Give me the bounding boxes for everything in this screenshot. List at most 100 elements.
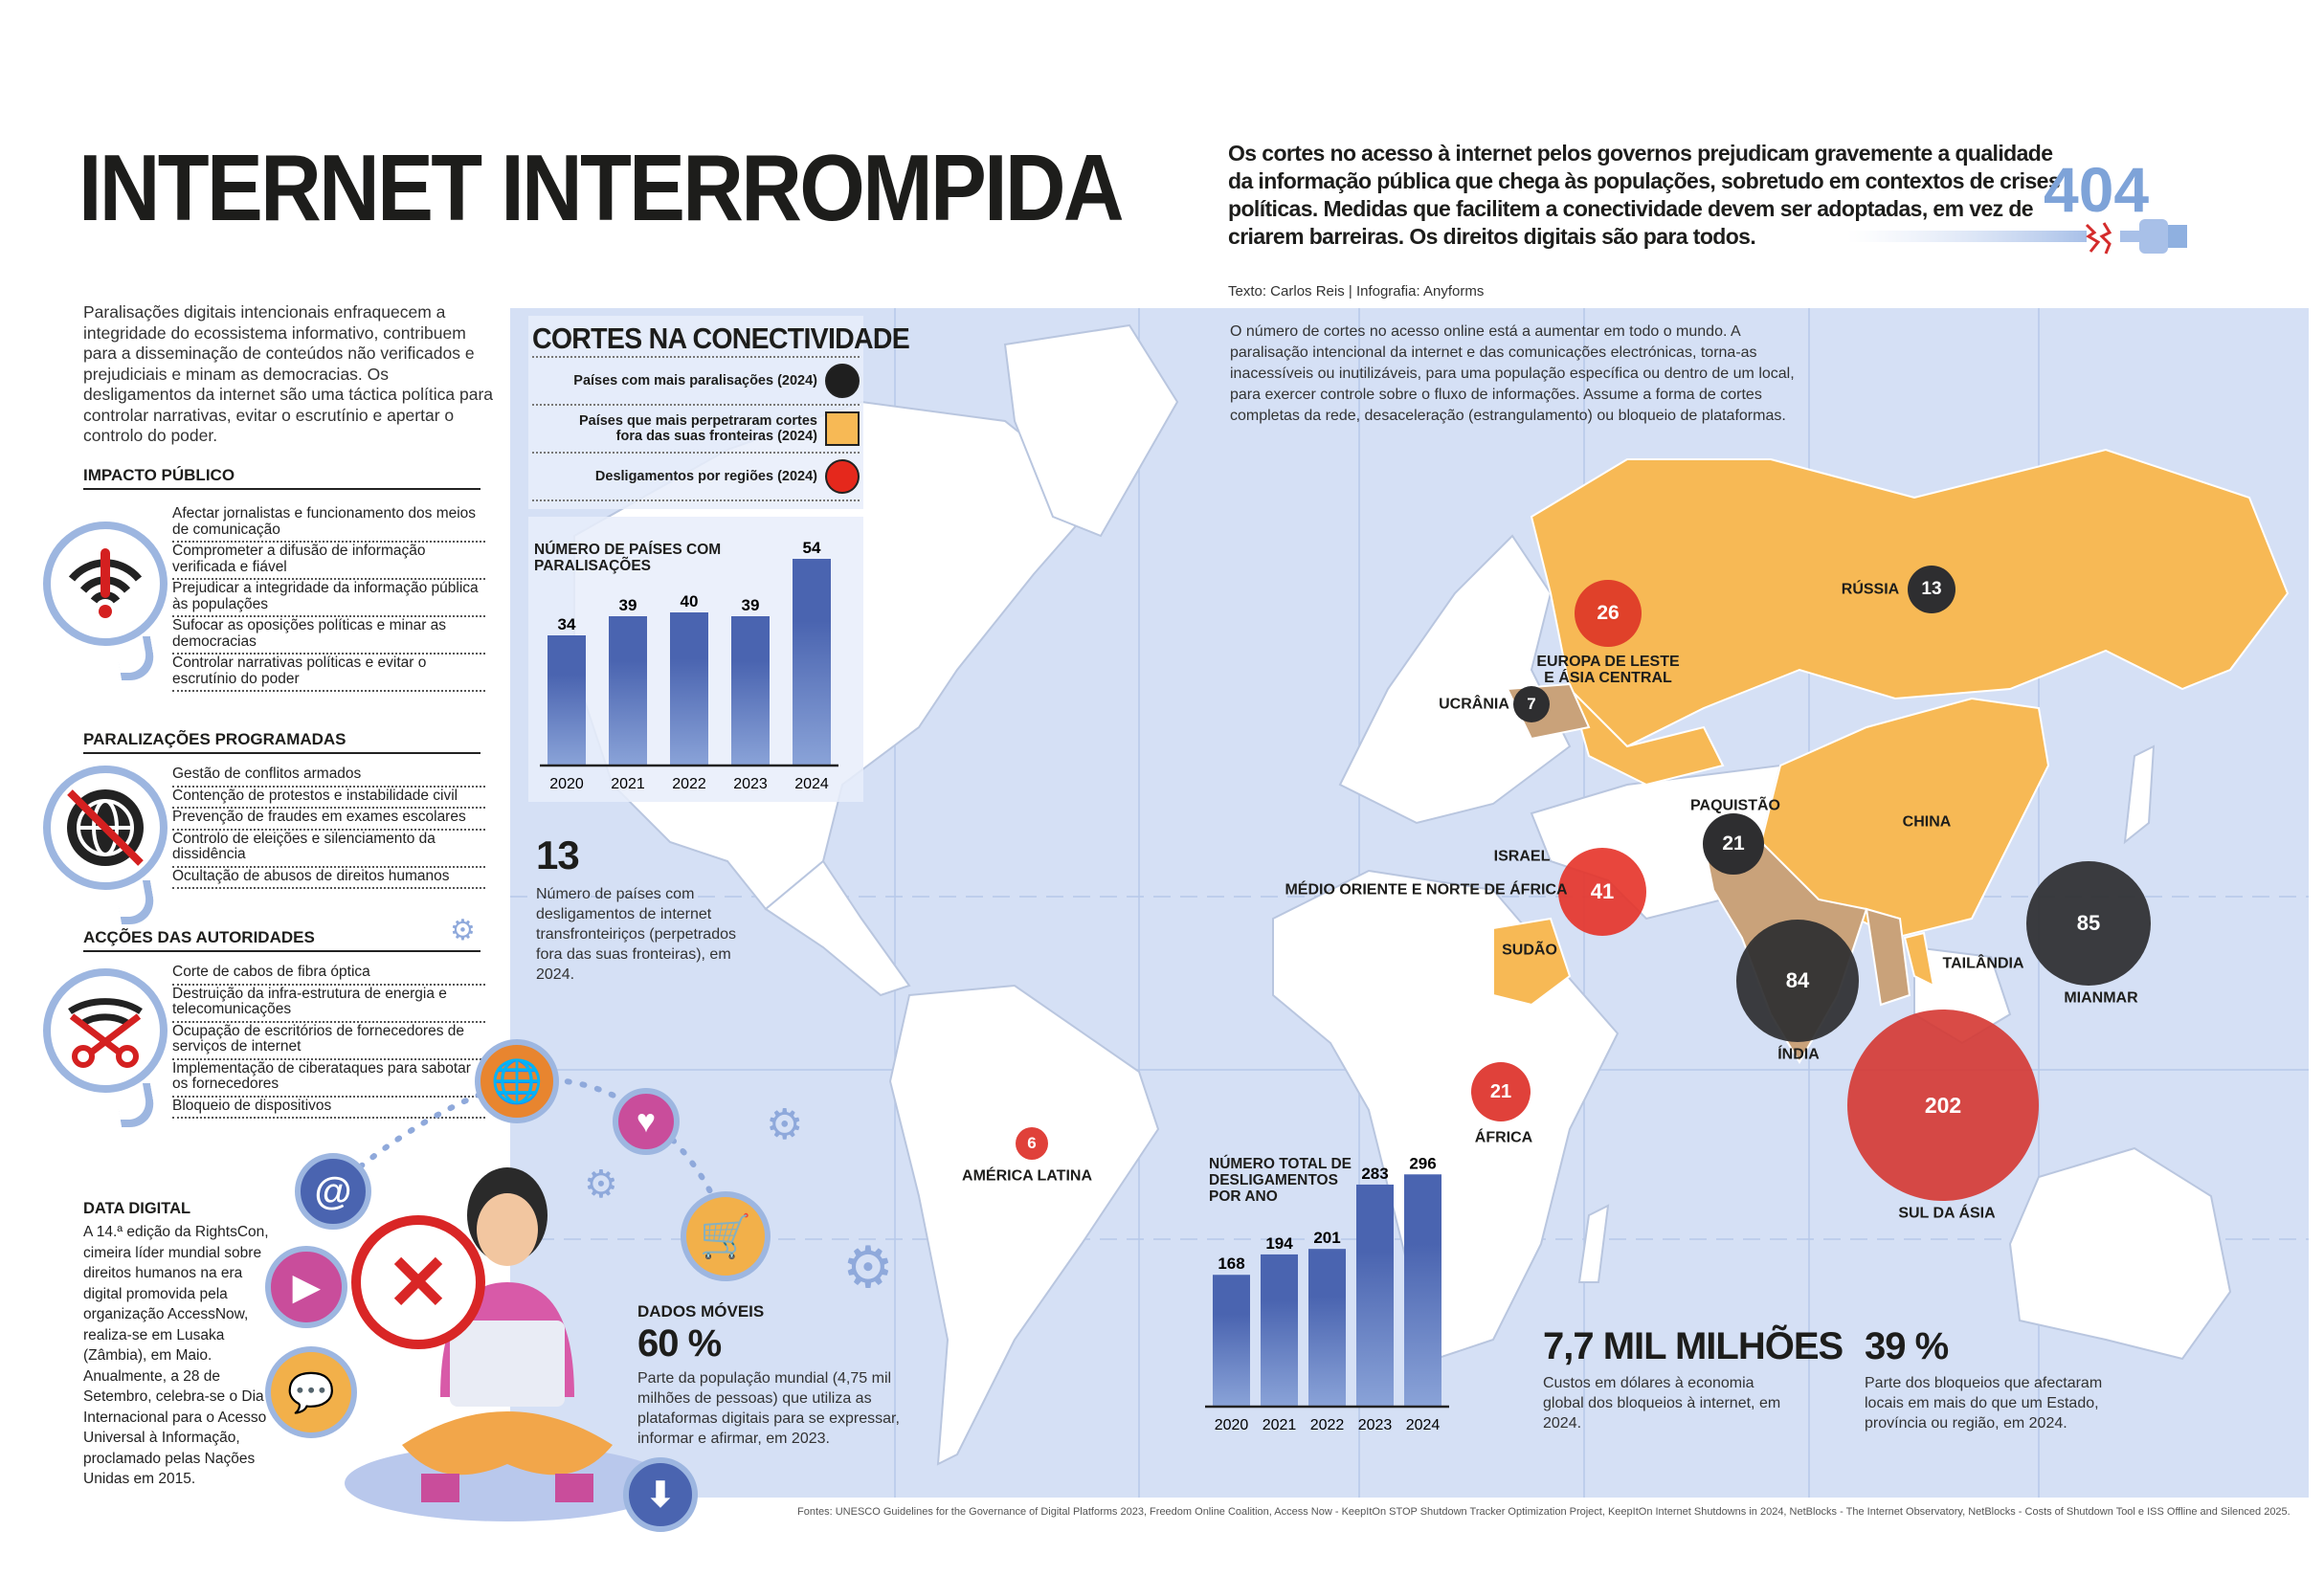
list-item: Corte de cabos de fibra óptica bbox=[172, 964, 485, 986]
bar-2022 bbox=[1308, 1249, 1346, 1407]
x-tick-label: 2021 bbox=[1263, 1417, 1297, 1433]
x-tick-label: 2023 bbox=[733, 776, 768, 792]
cost-value: 7,7 MIL MILHÕES bbox=[1543, 1325, 1844, 1367]
globe-icon: 🌐 bbox=[475, 1039, 559, 1123]
label-china: CHINA bbox=[1902, 813, 1952, 831]
legend-swatch-circle-red bbox=[825, 459, 860, 494]
x-tick-label: 2022 bbox=[672, 776, 706, 792]
bubble-myanmar: 85 bbox=[2026, 861, 2151, 986]
chart-1-svg: 34 2020 39 2021 40 2022 39 2023 54 2024 bbox=[540, 539, 838, 792]
data-label: 34 bbox=[558, 615, 576, 633]
label-sudan: SUDÃO bbox=[1502, 942, 1557, 959]
mobile-data-value: 60 % bbox=[637, 1322, 722, 1365]
impact-list: Afectar jornalistas e funcionamento dos … bbox=[172, 505, 485, 692]
x-tick-label: 2024 bbox=[794, 776, 829, 792]
legend-swatch-square-orange bbox=[825, 411, 860, 446]
bubble-russia: 13 bbox=[1908, 566, 1955, 613]
label-myanmar: MIANMAR bbox=[2064, 989, 2138, 1007]
data-label: 40 bbox=[681, 592, 699, 610]
bubble-latin-america: 6 bbox=[1016, 1127, 1048, 1160]
person-with-laptop-illustration bbox=[402, 1167, 613, 1502]
bubble-africa: 21 bbox=[1471, 1062, 1531, 1121]
label-ukraine: UCRÂNIA bbox=[1439, 696, 1509, 713]
x-tick-label: 2020 bbox=[549, 776, 584, 792]
list-item: Sufocar as oposições políticas e minar a… bbox=[172, 617, 485, 655]
list-item: Comprometer a difusão de informação veri… bbox=[172, 543, 485, 580]
gear-icon: ⚙ bbox=[842, 1235, 894, 1299]
wifi-alert-icon bbox=[43, 522, 168, 646]
section-heading-scheduled: PARALIZAÇÕES PROGRAMADAS bbox=[83, 730, 480, 754]
mobile-data-heading: DADOS MÓVEIS bbox=[637, 1302, 765, 1321]
x-tick-label: 2021 bbox=[611, 776, 645, 792]
data-label: 54 bbox=[803, 539, 821, 557]
thailand-shape bbox=[1903, 931, 1935, 988]
bubble-mena: 41 bbox=[1558, 848, 1646, 936]
x-tick-label: 2020 bbox=[1215, 1417, 1249, 1433]
central-america bbox=[764, 859, 911, 997]
bar-2020 bbox=[1213, 1275, 1250, 1407]
list-item: Implementação de ciberataques para sabot… bbox=[172, 1060, 485, 1098]
credits: Texto: Carlos Reis | Infografia: Anyform… bbox=[1228, 283, 1485, 300]
scheduled-list: Gestão de conflitos armados Contenção de… bbox=[172, 766, 485, 889]
list-item: Ocultação de abusos de direitos humanos bbox=[172, 868, 485, 889]
x-tick-label: 2024 bbox=[1406, 1417, 1441, 1433]
bubble-eastern-europe: 26 bbox=[1575, 580, 1642, 647]
download-icon: ⬇ bbox=[623, 1457, 698, 1532]
label-latin-america: AMÉRICA LATINA bbox=[962, 1167, 1092, 1185]
data-label: 201 bbox=[1313, 1229, 1340, 1247]
legend-swatch-circle-black bbox=[825, 364, 860, 398]
gear-icon: ⚙ bbox=[584, 1164, 618, 1206]
central-asia-shape bbox=[1567, 685, 1725, 787]
bar-2021 bbox=[609, 616, 647, 766]
mobile-data-text: Parte da população mundial (4,75 mil mil… bbox=[637, 1370, 900, 1447]
list-item: Bloqueio de dispositivos bbox=[172, 1098, 485, 1119]
chat-icon: 💬 bbox=[265, 1346, 357, 1438]
globe-blocked-icon bbox=[43, 766, 168, 890]
actions-list: Corte de cabos de fibra óptica Destruiçã… bbox=[172, 964, 485, 1119]
label-pakistan: PAQUISTÃO bbox=[1690, 797, 1780, 814]
legend-title: CORTES NA CONECTIVIDADE bbox=[532, 322, 910, 355]
error-404-label: 404 bbox=[2044, 154, 2150, 225]
x-tick-label: 2022 bbox=[1310, 1417, 1345, 1433]
label-thailand: TAILÂNDIA bbox=[1942, 955, 2024, 972]
data-label: 283 bbox=[1361, 1165, 1388, 1183]
cross-border-text: Número de países com desligamentos de in… bbox=[536, 886, 736, 983]
label-russia: RÚSSIA bbox=[1841, 581, 1900, 598]
page-title: INTERNET INTERROMPIDA bbox=[78, 135, 1125, 240]
legend-item-top-countries: Países com mais paralisações (2024) bbox=[532, 356, 860, 404]
south-america bbox=[888, 984, 1160, 1466]
europe bbox=[1338, 534, 1572, 825]
map-intro: O número de cortes no acesso online está… bbox=[1230, 323, 1795, 424]
bubble-south-asia: 202 bbox=[1847, 1010, 2039, 1201]
data-label: 39 bbox=[742, 596, 760, 614]
x-tick-label: 2023 bbox=[1358, 1417, 1393, 1433]
australia bbox=[2008, 1146, 2232, 1361]
error-x-icon: ✕ bbox=[351, 1215, 485, 1349]
share-text: Parte dos bloqueios que afectaram locais… bbox=[1865, 1375, 2103, 1432]
bar-chart-countries: 34 2020 39 2021 40 2022 39 2023 54 2024 bbox=[536, 536, 852, 804]
label-mena: MÉDIO ORIENTE E NORTE DE ÁFRICA bbox=[1285, 881, 1568, 899]
data-label: 168 bbox=[1218, 1254, 1244, 1273]
sources: Fontes: UNESCO Guidelines for the Govern… bbox=[797, 1506, 2290, 1518]
lead-paragraph: Os cortes no acesso à internet pelos gov… bbox=[1228, 141, 2061, 249]
label-israel: ISRAEL bbox=[1493, 848, 1551, 865]
at-sign-icon: @ bbox=[295, 1153, 371, 1230]
section-heading-actions: ACÇÕES DAS AUTORIDADES bbox=[83, 928, 480, 952]
chart-2-svg: 168 2020 194 2021 201 2022 283 2023 296 2024 bbox=[1205, 1154, 1449, 1433]
greenland bbox=[1003, 323, 1179, 538]
play-icon: ▶ bbox=[265, 1246, 347, 1328]
bubble-ukraine: 7 bbox=[1513, 686, 1550, 722]
bar-2020 bbox=[547, 635, 586, 766]
bar-chart-shutdowns: 168 2020 194 2021 201 2022 283 2023 296 2024 bbox=[1201, 1148, 1460, 1435]
intro-paragraph: Paralisações digitais intencionais enfra… bbox=[83, 302, 494, 445]
list-item: Prevenção de fraudes em exames escolares bbox=[172, 809, 485, 831]
bar-2022 bbox=[670, 612, 708, 766]
legend-item-regions: Desligamentos por regiões (2024) bbox=[532, 452, 860, 501]
bubble-pakistan: 21 bbox=[1703, 813, 1764, 875]
label-south-asia: SUL DA ÁSIA bbox=[1898, 1205, 1996, 1222]
bar-2023 bbox=[731, 616, 770, 766]
label-india: ÍNDIA bbox=[1777, 1046, 1820, 1063]
data-label: 296 bbox=[1409, 1154, 1436, 1172]
gear-icon: ⚙ bbox=[766, 1101, 804, 1148]
list-item: Controlo de eleições e silenciamento da … bbox=[172, 831, 485, 868]
